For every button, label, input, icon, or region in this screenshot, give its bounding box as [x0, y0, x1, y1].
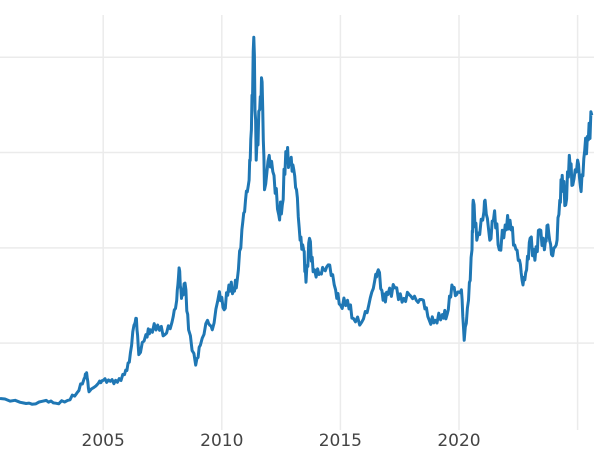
- gridlines: [0, 15, 594, 430]
- x-tick-label: 2010: [200, 431, 243, 450]
- x-tick-label: 2015: [319, 431, 362, 450]
- x-axis-tick-labels: 2005 2010 2015 2020: [82, 431, 481, 450]
- price-line: [0, 35, 594, 406]
- series-layer: [0, 35, 594, 406]
- x-tick-label: 2005: [82, 431, 125, 450]
- x-tick-label: 2020: [437, 431, 480, 450]
